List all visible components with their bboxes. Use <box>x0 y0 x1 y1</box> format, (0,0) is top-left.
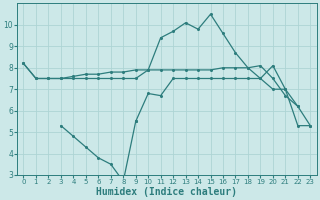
X-axis label: Humidex (Indice chaleur): Humidex (Indice chaleur) <box>96 186 237 197</box>
